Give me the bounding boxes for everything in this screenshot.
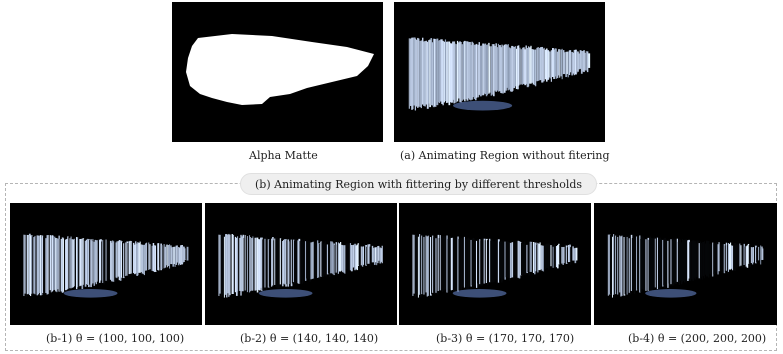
threshold-panel-1 bbox=[10, 203, 202, 325]
threshold-panel-2 bbox=[205, 203, 397, 325]
filtered-waterfall-3 bbox=[412, 234, 578, 298]
filtered-waterfall-1 bbox=[23, 233, 189, 298]
alpha-matte-image bbox=[172, 2, 383, 142]
unfiltered-waterfall bbox=[408, 37, 591, 111]
filtered-waterfall-4 bbox=[606, 234, 764, 298]
unfiltered-region-caption: (a) Animating Region without fitering bbox=[400, 149, 610, 162]
alpha-matte-shape bbox=[186, 34, 374, 105]
threshold-caption-3: (b-3) θ = (170, 170, 170) bbox=[436, 332, 575, 345]
unfiltered-region-image bbox=[394, 2, 605, 142]
threshold-caption-2: (b-2) θ = (140, 140, 140) bbox=[240, 332, 379, 345]
threshold-caption-4: (b-4) θ = (200, 200, 200) bbox=[628, 332, 767, 345]
filtered-waterfall-2 bbox=[218, 233, 383, 298]
threshold-caption-1: (b-1) θ = (100, 100, 100) bbox=[46, 332, 185, 345]
threshold-panel-3 bbox=[399, 203, 591, 325]
threshold-panel-4 bbox=[594, 203, 777, 325]
alpha-matte-caption: Alpha Matte bbox=[249, 149, 318, 162]
threshold-group-label: (b) Animating Region with fittering by d… bbox=[240, 173, 598, 195]
